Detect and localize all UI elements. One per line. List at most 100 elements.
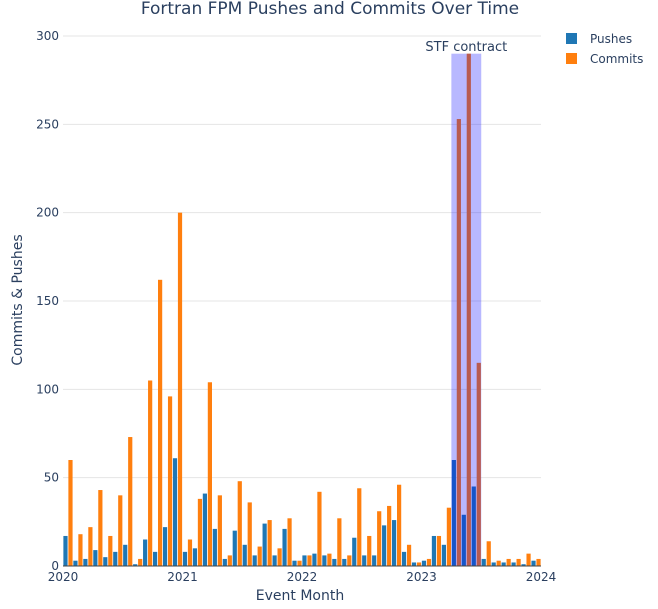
bar-commits bbox=[207, 382, 212, 566]
bar-commits bbox=[167, 396, 173, 566]
bar-commits bbox=[486, 541, 491, 566]
bar-commits bbox=[177, 212, 183, 566]
bar-pushes bbox=[401, 551, 407, 566]
bar-commits bbox=[118, 495, 123, 566]
legend-label-pushes: Pushes bbox=[590, 32, 632, 46]
bar-commits bbox=[68, 460, 73, 566]
bar-pushes bbox=[262, 523, 267, 566]
bar-commits bbox=[516, 558, 521, 566]
y-tick-label: 150 bbox=[36, 294, 59, 308]
bar-commits bbox=[297, 560, 302, 566]
y-tick-label: 250 bbox=[36, 117, 59, 131]
bar-commits bbox=[347, 555, 352, 566]
bar-pushes bbox=[232, 530, 237, 566]
bar-commits bbox=[526, 553, 531, 566]
x-axis-label: Event Month bbox=[256, 588, 344, 604]
bar-pushes bbox=[302, 555, 307, 566]
bar-pushes bbox=[202, 493, 207, 566]
bar-commits bbox=[128, 437, 133, 566]
x-tick-label: 2021 bbox=[167, 570, 198, 584]
bar-commits bbox=[197, 498, 203, 566]
bar-pushes bbox=[511, 562, 516, 566]
bar-commits bbox=[327, 553, 332, 566]
bar-commits bbox=[357, 488, 362, 566]
bar-commits bbox=[287, 518, 292, 566]
bar-commits bbox=[337, 518, 342, 566]
bar-pushes bbox=[501, 562, 506, 566]
bar-commits bbox=[247, 502, 252, 566]
bar-pushes bbox=[143, 539, 148, 566]
y-tick-label: 0 bbox=[51, 559, 59, 573]
bar-commits bbox=[317, 491, 322, 566]
y-tick-label: 200 bbox=[36, 206, 59, 220]
x-tick-label: 2024 bbox=[526, 570, 557, 584]
y-tick-label: 50 bbox=[44, 471, 59, 485]
bar-pushes bbox=[471, 486, 476, 566]
bar-pushes bbox=[322, 555, 327, 566]
grid-layer bbox=[63, 35, 541, 479]
legend: Pushes Commits bbox=[566, 32, 643, 66]
bar-pushes bbox=[103, 557, 108, 566]
bar-pushes bbox=[133, 564, 138, 566]
x-tick-label: 2022 bbox=[287, 570, 318, 584]
bar-commits bbox=[446, 507, 451, 566]
bar-pushes bbox=[491, 562, 496, 566]
bar-commits bbox=[257, 546, 262, 566]
bar-commits bbox=[78, 534, 83, 566]
bar-commits bbox=[377, 511, 382, 566]
bar-pushes bbox=[63, 535, 68, 566]
bar-pushes bbox=[441, 544, 446, 566]
bar-pushes bbox=[392, 520, 397, 566]
bar-commits bbox=[367, 535, 372, 566]
bar-commits bbox=[148, 380, 153, 566]
bar-pushes bbox=[252, 555, 257, 566]
bar-pushes bbox=[192, 548, 198, 566]
bar-pushes bbox=[153, 551, 158, 566]
annotation-label: STF contract bbox=[425, 40, 507, 55]
bar-pushes bbox=[461, 514, 466, 566]
bar-commits bbox=[536, 558, 541, 566]
bar-commits bbox=[277, 548, 282, 566]
bar-commits bbox=[496, 560, 501, 566]
bar-pushes bbox=[481, 558, 486, 566]
bar-pushes bbox=[212, 528, 217, 566]
stf-contract-highlight bbox=[451, 53, 482, 566]
bar-commits bbox=[416, 562, 422, 566]
bar-pushes bbox=[123, 544, 128, 566]
bar-pushes bbox=[451, 460, 456, 566]
y-axis-label: Commits & Pushes bbox=[10, 234, 26, 365]
bar-commits bbox=[397, 484, 402, 566]
bar-commits bbox=[88, 527, 93, 566]
bar-pushes bbox=[113, 551, 118, 566]
bar-pushes bbox=[172, 458, 178, 566]
bar-pushes bbox=[431, 535, 437, 566]
bar-commits bbox=[98, 490, 103, 566]
bars-layer bbox=[63, 53, 541, 567]
bar-commits bbox=[217, 495, 222, 566]
ticks-layer: 0 50 100 150 200 250 300 2020 2021 2022 2023 2024 bbox=[36, 29, 556, 584]
bar-pushes bbox=[372, 555, 377, 566]
bar-pushes bbox=[421, 560, 427, 566]
bar-pushes bbox=[352, 537, 357, 566]
legend-label-commits: Commits bbox=[590, 52, 643, 66]
y-tick-label: 100 bbox=[36, 382, 59, 396]
bar-pushes bbox=[292, 560, 297, 566]
bar-commits bbox=[456, 119, 461, 567]
bar-pushes bbox=[182, 551, 188, 566]
bar-pushes bbox=[362, 555, 367, 566]
x-tick-label: 2020 bbox=[48, 570, 79, 584]
chart-title: Fortran FPM Pushes and Commits Over Time bbox=[141, 0, 519, 19]
bar-commits bbox=[237, 481, 242, 566]
bar-commits bbox=[506, 558, 511, 566]
bar-commits bbox=[158, 279, 163, 566]
bar-commits bbox=[387, 505, 392, 566]
bar-commits bbox=[227, 555, 232, 566]
bar-pushes bbox=[83, 558, 88, 566]
bar-pushes bbox=[162, 527, 168, 566]
bar-commits bbox=[307, 555, 312, 566]
bar-pushes bbox=[73, 560, 78, 566]
bar-pushes bbox=[272, 555, 277, 566]
bar-pushes bbox=[93, 550, 98, 566]
